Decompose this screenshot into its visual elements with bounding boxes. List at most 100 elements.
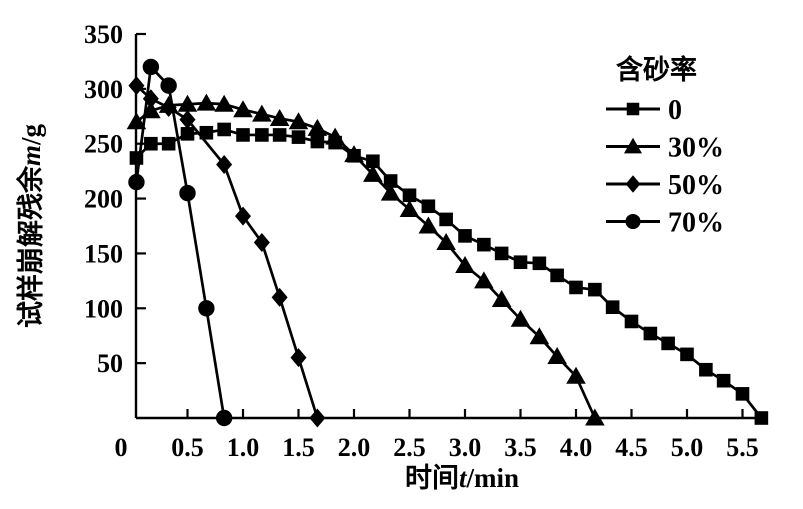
- triangle-marker: [252, 104, 272, 122]
- circle-marker: [179, 184, 196, 202]
- square-marker: [494, 246, 509, 261]
- x-tick-label: 5.0: [671, 433, 704, 462]
- triangle-marker: [325, 127, 345, 145]
- triangle-marker: [623, 137, 643, 154]
- x-tick-label: 2.5: [393, 433, 426, 462]
- y-tick-label: 100: [84, 294, 123, 323]
- square-marker: [291, 130, 306, 144]
- square-marker: [402, 188, 417, 203]
- legend: 含砂率 0 30% 50% 70%: [606, 54, 724, 239]
- circle-marker: [215, 409, 233, 427]
- y-tick-label: 250: [84, 130, 123, 159]
- square-marker: [199, 125, 214, 140]
- x-tick-label: 2.0: [338, 433, 371, 462]
- triangle-marker: [307, 118, 328, 136]
- diamond-marker: [216, 155, 233, 175]
- diamond-marker: [253, 232, 270, 252]
- triangle-marker: [177, 94, 198, 112]
- axes-layer: 50 100 150 200 250 300 350 0 0.5 1.0 1.5 2.0 2.5 3.0 3…: [84, 20, 759, 462]
- circle-marker: [142, 58, 160, 76]
- square-marker: [458, 229, 472, 243]
- triangle-marker: [491, 290, 512, 308]
- legend-item-0: 0: [606, 95, 682, 126]
- triangle-marker: [288, 112, 309, 130]
- triangle-marker: [269, 108, 290, 126]
- x-tick-label: 5.5: [726, 433, 759, 462]
- triangle-marker: [363, 164, 383, 182]
- y-axis-title: 试样崩解残余m/g: [15, 123, 46, 328]
- diamond-marker: [309, 408, 326, 428]
- square-marker: [217, 122, 231, 137]
- square-marker: [161, 136, 176, 151]
- triangle-marker: [126, 112, 147, 130]
- x-axis-title: 时间t/min: [405, 463, 519, 493]
- legend-items: 0 30% 50% 70%: [606, 95, 724, 239]
- square-marker: [626, 102, 640, 116]
- diamond-marker: [290, 348, 307, 368]
- square-marker: [366, 154, 380, 169]
- square-marker: [569, 280, 583, 295]
- triangle-marker: [566, 366, 586, 384]
- square-marker: [255, 128, 269, 142]
- square-marker: [699, 362, 713, 377]
- triangle-marker: [233, 100, 253, 118]
- diamond-marker: [271, 287, 288, 307]
- triangle-marker: [547, 347, 567, 365]
- diamond-marker: [235, 206, 251, 226]
- diamond-marker: [179, 110, 196, 130]
- triangle-marker: [196, 93, 217, 111]
- square-marker: [383, 174, 398, 188]
- series-70%: [128, 58, 233, 427]
- triangle-marker: [418, 216, 439, 234]
- legend-label: 30%: [668, 133, 724, 164]
- diamond-marker: [625, 175, 641, 193]
- x-tick-label: 3.0: [449, 433, 482, 462]
- circle-marker: [128, 173, 145, 191]
- legend-item-30: 30%: [606, 133, 724, 164]
- legend-label: 70%: [668, 208, 724, 239]
- x-tick-label: 0.5: [171, 433, 204, 462]
- x-tick-label: 3.5: [504, 433, 537, 462]
- square-marker: [144, 136, 158, 151]
- square-marker: [310, 134, 325, 149]
- triangle-marker: [510, 309, 531, 327]
- triangle-marker: [344, 145, 364, 163]
- x-tick-label: 1.5: [282, 433, 315, 462]
- series-line: [135, 84, 319, 419]
- triangle-marker: [399, 200, 420, 218]
- triangle-marker: [474, 271, 494, 289]
- square-marker: [513, 255, 528, 270]
- legend-label: 50%: [668, 170, 724, 201]
- y-tick-label: 350: [84, 20, 123, 49]
- triangle-marker: [436, 232, 456, 250]
- triangle-marker: [214, 94, 234, 112]
- diamond-marker: [128, 76, 145, 96]
- series-50%: [128, 76, 326, 428]
- square-marker: [605, 300, 620, 314]
- series-layer: [126, 58, 769, 428]
- triangle-marker: [529, 327, 550, 345]
- y-tick-label: 300: [84, 75, 123, 104]
- y-tick-label: 200: [84, 185, 123, 214]
- square-marker: [680, 347, 694, 362]
- x-tick-label: 4.0: [560, 433, 593, 462]
- legend-label: 0: [668, 95, 682, 126]
- x-tick-label: 4.5: [615, 433, 648, 462]
- x-tick-label: 1.0: [227, 433, 260, 462]
- legend-item-50: 50%: [606, 170, 724, 201]
- triangle-marker: [585, 408, 605, 426]
- square-marker: [643, 326, 658, 341]
- square-marker: [439, 212, 453, 227]
- square-marker: [236, 128, 250, 142]
- series-line: [135, 63, 226, 419]
- y-tick-label: 150: [84, 239, 123, 268]
- x-tick-label: 0: [115, 433, 128, 462]
- triangle-marker: [455, 255, 475, 273]
- square-marker: [716, 373, 731, 388]
- square-marker: [272, 128, 287, 142]
- legend-title: 含砂率: [616, 54, 697, 85]
- square-marker: [661, 336, 675, 351]
- square-marker: [754, 411, 769, 425]
